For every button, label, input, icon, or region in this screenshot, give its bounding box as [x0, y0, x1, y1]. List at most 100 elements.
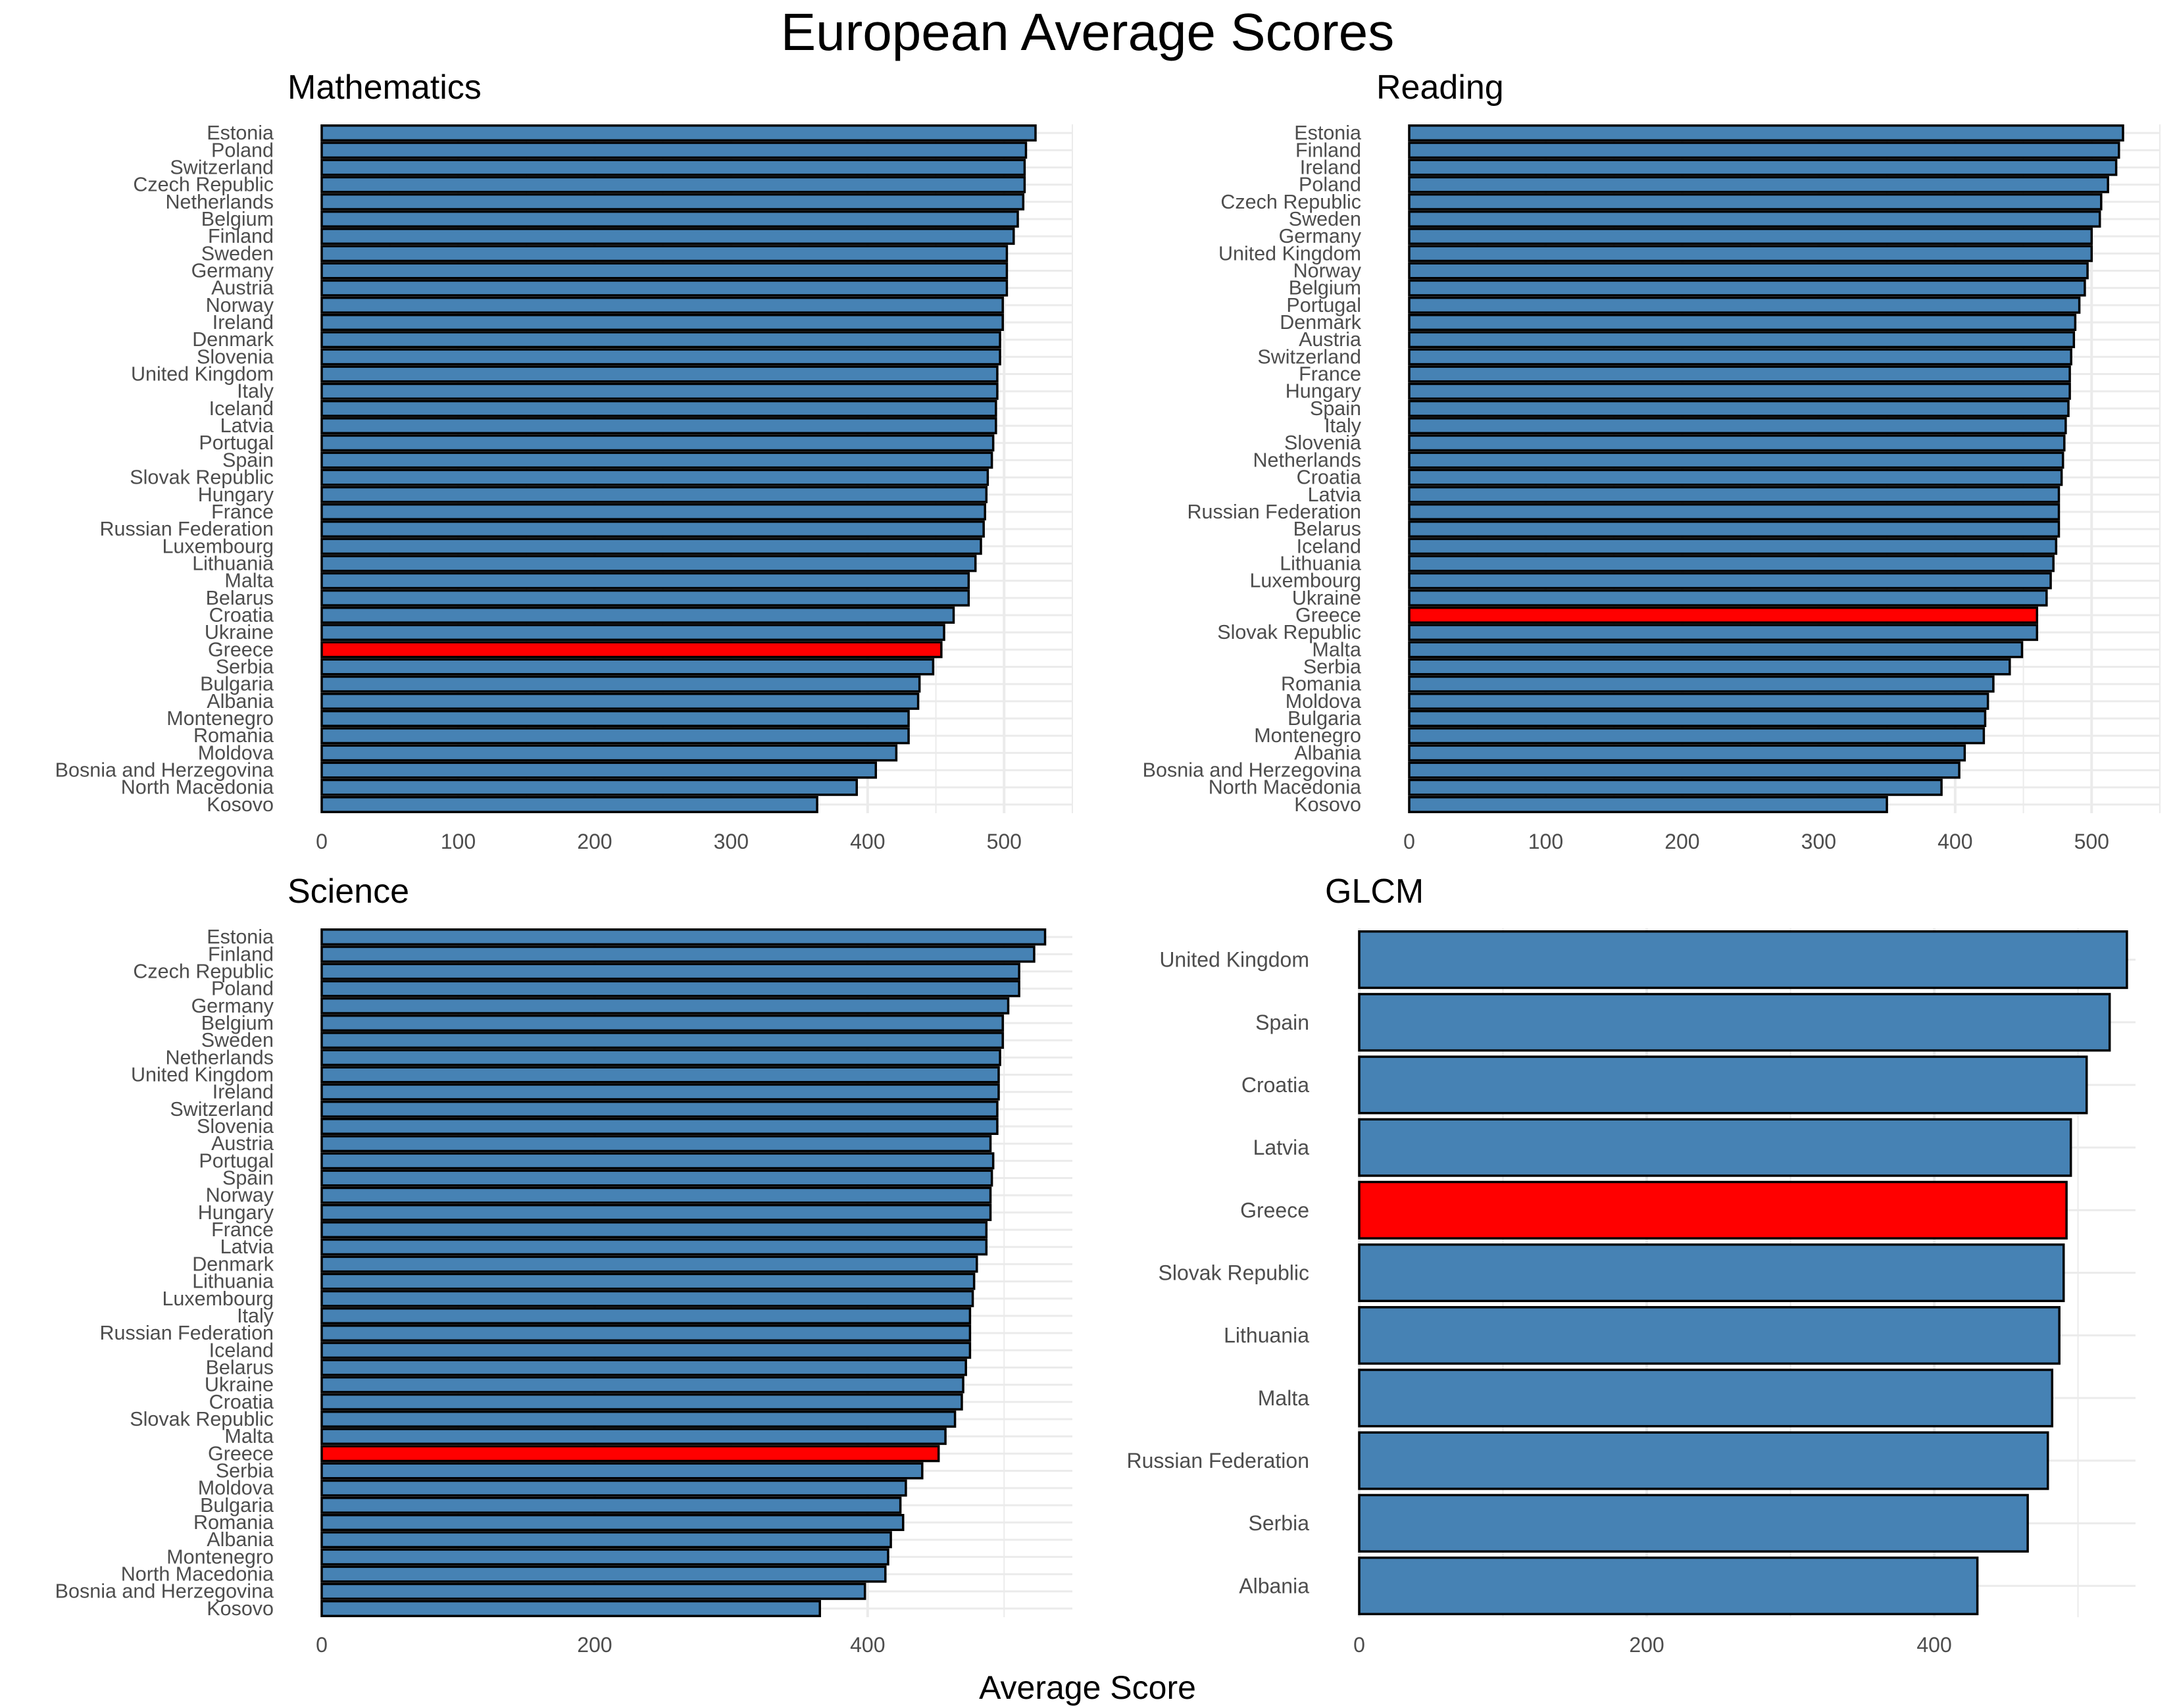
x-tick-label: 0	[316, 1633, 328, 1657]
bar-russian-federation	[1358, 1431, 2049, 1490]
category-label-portugal: Portugal	[1286, 294, 1361, 316]
category-label-estonia: Estonia	[1294, 122, 1361, 144]
bar-luxembourg	[1408, 572, 2052, 590]
category-label-bulgaria: Bulgaria	[200, 673, 274, 695]
category-label-france: France	[211, 501, 274, 523]
bar-kosovo	[320, 795, 818, 813]
bar-italy	[1408, 417, 2067, 435]
bar-slovak-republic	[320, 468, 989, 486]
category-label-slovak-republic: Slovak Republic	[1217, 621, 1361, 643]
bar-germany	[1408, 228, 2093, 245]
bar-greece	[1408, 606, 2039, 624]
panel-title-reading: Reading	[1376, 68, 1504, 107]
bar-switzerland	[1408, 348, 2072, 366]
bar-austria	[1408, 331, 2076, 349]
category-label-poland: Poland	[211, 139, 274, 161]
category-label-serbia: Serbia	[216, 656, 274, 678]
category-label-spain: Spain	[222, 449, 274, 471]
bar-netherlands	[320, 1049, 1001, 1067]
bar-united-kingdom	[1358, 930, 2128, 990]
category-label-finland: Finland	[208, 943, 274, 965]
bar-romania	[1408, 675, 1995, 693]
bar-bulgaria	[320, 675, 921, 693]
category-label-poland: Poland	[1299, 174, 1361, 196]
category-label-slovenia: Slovenia	[197, 345, 274, 368]
bar-moldova	[320, 1479, 907, 1497]
category-label-bulgaria: Bulgaria	[200, 1494, 274, 1517]
category-label-moldova: Moldova	[198, 741, 274, 764]
bar-greece	[320, 1445, 940, 1463]
x-tick-label: 100	[1528, 830, 1563, 853]
category-label-slovenia: Slovenia	[1284, 432, 1361, 454]
bar-belarus	[320, 1359, 967, 1376]
bar-hungary	[320, 1203, 992, 1221]
category-label-north-macedonia: North Macedonia	[121, 776, 274, 799]
category-label-kosovo: Kosovo	[207, 793, 274, 816]
category-label-latvia: Latvia	[1253, 1136, 1310, 1159]
bar-spain	[1408, 399, 2070, 417]
bar-united-kingdom	[1408, 245, 2093, 263]
bar-italy	[320, 1307, 972, 1324]
category-label-denmark: Denmark	[192, 1253, 274, 1275]
bar-slovak-republic	[1358, 1243, 2065, 1303]
category-label-albania: Albania	[207, 690, 274, 713]
bar-poland	[320, 141, 1028, 159]
bar-iceland	[1408, 538, 2058, 555]
bar-belgium	[320, 1014, 1004, 1032]
bar-denmark	[320, 331, 1001, 349]
bar-montenegro	[1408, 727, 1986, 745]
bar-bulgaria	[320, 1496, 902, 1514]
bar-lithuania	[320, 1272, 976, 1290]
bar-france	[1408, 365, 2071, 383]
bar-latvia	[320, 1238, 988, 1256]
bar-finland	[320, 945, 1036, 963]
category-label-croatia: Croatia	[1241, 1073, 1309, 1097]
category-label-russian-federation: Russian Federation	[100, 1322, 274, 1344]
bar-norway	[1408, 262, 2089, 280]
x-tick-label: 400	[850, 1633, 885, 1657]
category-label-malta: Malta	[224, 570, 274, 592]
bar-montenegro	[320, 710, 910, 728]
category-label-denmark: Denmark	[192, 328, 274, 351]
category-label-denmark: Denmark	[1280, 311, 1361, 334]
category-label-norway: Norway	[206, 294, 274, 316]
bar-switzerland	[320, 1100, 999, 1118]
bar-malta	[1358, 1369, 2054, 1428]
bar-portugal	[320, 434, 995, 452]
category-label-slovak-republic: Slovak Republic	[1159, 1261, 1309, 1285]
bar-spain	[320, 451, 993, 469]
bar-slovenia	[1408, 434, 2066, 452]
category-label-germany: Germany	[1279, 225, 1362, 247]
bar-sweden	[320, 1032, 1004, 1049]
category-label-switzerland: Switzerland	[170, 1098, 274, 1120]
panel-title-science: Science	[288, 872, 409, 911]
category-label-finland: Finland	[208, 225, 274, 247]
category-label-serbia: Serbia	[1303, 656, 1361, 678]
category-label-bosnia-and-herzegovina: Bosnia and Herzegovina	[55, 759, 274, 782]
category-label-sweden: Sweden	[1289, 208, 1361, 230]
category-label-sweden: Sweden	[201, 1029, 274, 1051]
bar-romania	[320, 727, 910, 745]
bar-serbia	[1408, 658, 2011, 676]
bar-bosnia-and-herzegovina	[1408, 761, 1961, 779]
category-label-belgium: Belgium	[1289, 277, 1361, 299]
x-tick-label: 200	[1664, 830, 1699, 853]
bar-serbia	[320, 658, 935, 676]
bar-russian-federation	[320, 1324, 972, 1342]
category-label-belarus: Belarus	[1293, 518, 1361, 540]
bar-switzerland	[320, 159, 1026, 176]
bar-belgium	[320, 210, 1019, 228]
category-label-united-kingdom: United Kingdom	[131, 1063, 274, 1086]
category-label-greece: Greece	[208, 638, 274, 661]
bar-croatia	[1358, 1055, 2088, 1115]
bar-italy	[320, 382, 999, 400]
category-label-bulgaria: Bulgaria	[1288, 707, 1361, 730]
x-tick-label: 300	[1801, 830, 1836, 853]
category-label-sweden: Sweden	[201, 242, 274, 264]
category-label-portugal: Portugal	[199, 432, 274, 454]
bar-north-macedonia	[320, 778, 858, 796]
category-label-italy: Italy	[237, 380, 274, 403]
bar-greece	[320, 641, 943, 659]
bar-albania	[320, 1531, 892, 1549]
